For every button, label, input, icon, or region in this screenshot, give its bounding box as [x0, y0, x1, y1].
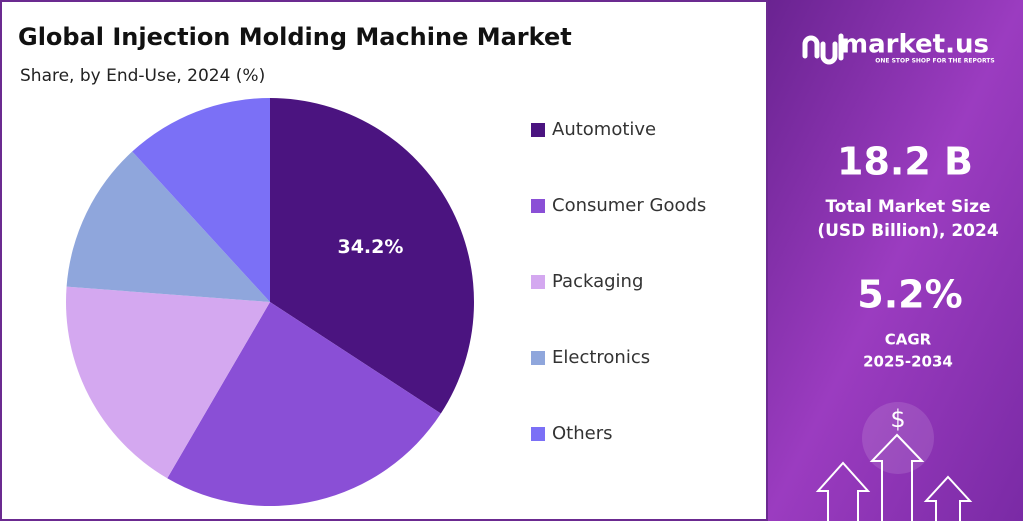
- pie-slice: [65, 286, 270, 479]
- chart: Global Injection Molding Machine Market …: [18, 23, 706, 506]
- chart-title: Global Injection Molding Machine Market: [18, 23, 572, 51]
- panel-content: market.us ONE STOP SHOP FOR THE REPORTS …: [802, 30, 999, 521]
- market-size-label: Total Market Size: [825, 197, 990, 217]
- arrows: [815, 433, 973, 521]
- cagr: 5.2%: [857, 273, 962, 317]
- legend-label: Automotive: [552, 119, 656, 140]
- pie-slice: [132, 98, 270, 302]
- legend-swatch: [531, 427, 545, 441]
- legend-swatch: [531, 123, 545, 137]
- value-label: 34.2%: [337, 236, 403, 258]
- side-panel: [768, 0, 1023, 521]
- legend-swatch: [531, 199, 545, 213]
- legend-swatch: [531, 351, 545, 365]
- chart-subtitle: Share, by End-Use, 2024 (%): [20, 66, 265, 86]
- pie-slice: [270, 98, 475, 414]
- pie-slice: [167, 302, 441, 506]
- legend-swatch: [531, 275, 545, 289]
- brand: market.us: [841, 30, 989, 60]
- pie-slice: [66, 151, 270, 302]
- logo-icon: [802, 33, 844, 65]
- cagr-label: CAGR: [885, 331, 932, 349]
- legend-label: Electronics: [552, 347, 650, 368]
- market-size-label: (USD Billion), 2024: [817, 221, 999, 241]
- market-size: 18.2 B: [837, 140, 973, 184]
- legend-label: Consumer Goods: [552, 195, 706, 216]
- legend-label: Others: [552, 423, 613, 444]
- cagr-label: 2025-2034: [863, 353, 953, 371]
- currency-icon: $: [890, 405, 905, 433]
- legend-label: Packaging: [552, 271, 643, 292]
- tagline: ONE STOP SHOP FOR THE REPORTS: [875, 58, 994, 65]
